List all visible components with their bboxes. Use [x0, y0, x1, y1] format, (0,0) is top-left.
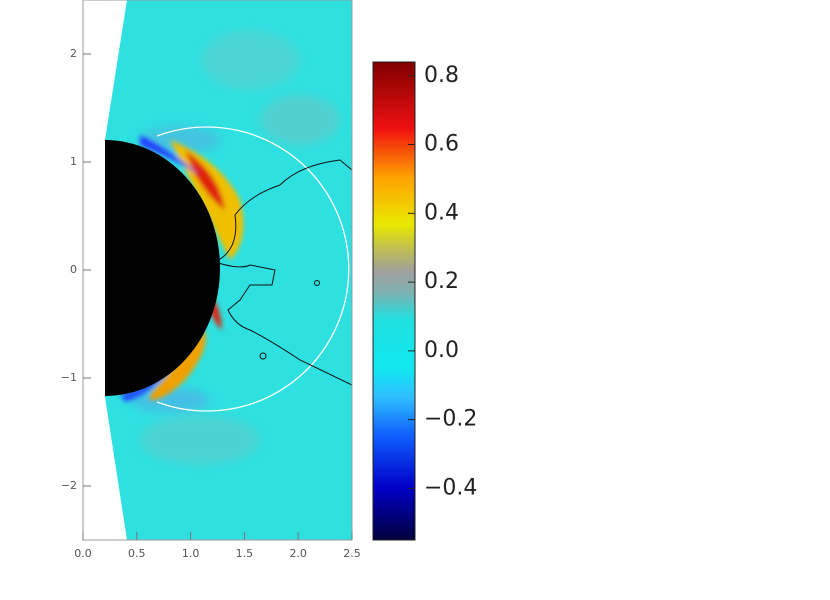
field — [83, 0, 352, 540]
x-tick-label: 0.0 — [74, 547, 92, 560]
x-tick-label: 1.5 — [236, 547, 254, 560]
colorbar — [372, 61, 416, 541]
x-tick-label: 0.5 — [128, 547, 146, 560]
y-tick-label: −2 — [61, 479, 77, 492]
x-tick-label: 1.0 — [182, 547, 200, 560]
colorbar-tick-label: 0.2 — [424, 269, 459, 294]
x-tick-label: 2.5 — [343, 547, 361, 560]
colorbar-tick-label: −0.4 — [424, 475, 477, 500]
x-tick-label: 2.0 — [289, 547, 307, 560]
y-tick-label: −1 — [61, 371, 77, 384]
colorbar-tick-label: −0.2 — [424, 407, 477, 432]
colorbar-tick-label: 0.4 — [424, 200, 459, 225]
colorbar-tick-label: 0.6 — [424, 132, 459, 157]
colorbar-tick-label: 0.0 — [424, 338, 459, 363]
y-tick-label: 1 — [70, 155, 77, 168]
y-tick-label: 0 — [70, 263, 77, 276]
y-tick-label: 2 — [70, 47, 77, 60]
colorbar-tick-label: 0.8 — [424, 63, 459, 88]
